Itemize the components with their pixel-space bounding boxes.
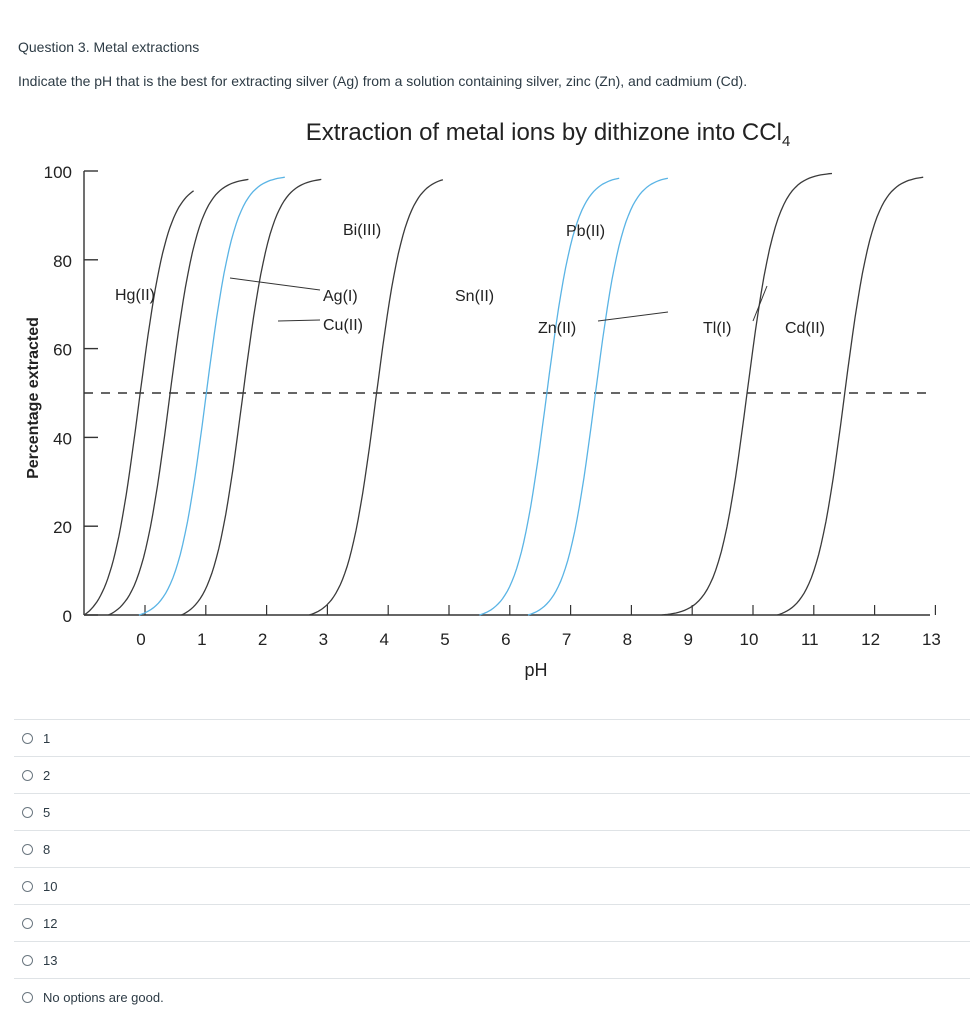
curve-cuii bbox=[138, 176, 285, 616]
option-label: 2 bbox=[43, 767, 51, 783]
y-axis-label: Percentage extracted bbox=[25, 317, 42, 479]
option-label: 12 bbox=[43, 915, 58, 931]
x-tick-label-2: 2 bbox=[258, 630, 267, 649]
option-2[interactable]: 2 bbox=[14, 756, 970, 793]
x-tick-label-9: 9 bbox=[683, 630, 692, 649]
option-8[interactable]: 8 bbox=[14, 830, 970, 867]
y-tick-label-100: 100 bbox=[44, 163, 72, 182]
option-label: 13 bbox=[43, 952, 58, 968]
question-title: Question 3. Metal extractions bbox=[18, 39, 200, 55]
chart-title-main: Extraction of metal ions by dithizone in… bbox=[306, 119, 782, 146]
y-tick-label-0: 0 bbox=[63, 607, 72, 626]
leader-line-1 bbox=[277, 319, 321, 322]
option-label: 1 bbox=[43, 730, 51, 746]
label-cuii: Cu(II) bbox=[323, 317, 363, 334]
leader-line-3 bbox=[752, 285, 768, 322]
x-tick-label-10: 10 bbox=[740, 630, 759, 649]
x-tick-label-13: 13 bbox=[922, 630, 941, 649]
curve-hgii bbox=[83, 190, 194, 616]
option-13[interactable]: 13 bbox=[14, 941, 970, 978]
x-axis-label: pH bbox=[524, 660, 547, 680]
radio-icon[interactable] bbox=[22, 843, 33, 855]
option-12[interactable]: 12 bbox=[14, 904, 970, 941]
option-10[interactable]: 10 bbox=[14, 867, 970, 904]
curve-tli bbox=[661, 172, 833, 616]
x-tick-label-12: 12 bbox=[861, 630, 880, 649]
chart-leader-lines bbox=[229, 277, 768, 322]
radio-icon[interactable] bbox=[22, 880, 33, 892]
curve-snii bbox=[309, 179, 444, 616]
label-pbii: Pb(II) bbox=[566, 223, 605, 240]
y-tick-label-80: 80 bbox=[53, 252, 72, 271]
leader-line-2 bbox=[597, 311, 669, 322]
label-snii: Sn(II) bbox=[455, 288, 494, 305]
curve-znii bbox=[527, 177, 669, 616]
curve-pbii bbox=[479, 177, 620, 616]
label-tli: Tl(I) bbox=[703, 320, 731, 337]
x-tick-label-0: 0 bbox=[136, 630, 145, 649]
radio-icon[interactable] bbox=[22, 769, 33, 781]
label-cdii: Cd(II) bbox=[785, 320, 825, 337]
question-text: Indicate the pH that is the best for ext… bbox=[18, 73, 748, 89]
radio-icon[interactable] bbox=[22, 917, 33, 929]
y-tick-label-60: 60 bbox=[53, 341, 72, 360]
label-agi: Ag(I) bbox=[323, 288, 358, 305]
x-tick-label-7: 7 bbox=[562, 630, 571, 649]
label-hgii: Hg(II) bbox=[115, 287, 155, 304]
radio-icon[interactable] bbox=[22, 806, 33, 818]
x-tick-label-3: 3 bbox=[319, 630, 328, 649]
chart-title: Extraction of metal ions by dithizone in… bbox=[306, 119, 791, 150]
chart-curves bbox=[83, 172, 924, 616]
x-tick-label-4: 4 bbox=[379, 630, 388, 649]
curve-biiii bbox=[181, 178, 322, 616]
x-tick-label-8: 8 bbox=[623, 630, 632, 649]
option-label: 8 bbox=[43, 841, 51, 857]
x-tick-label-11: 11 bbox=[801, 630, 819, 649]
curve-agi bbox=[108, 178, 249, 616]
option-none[interactable]: No options are good. bbox=[14, 978, 970, 1015]
option-1[interactable]: 1 bbox=[14, 719, 970, 756]
chart-series-labels: Hg(II) Bi(III) Ag(I) Cu(II) Sn(II) Pb(II) Zn(I… bbox=[115, 222, 825, 337]
option-label: 5 bbox=[43, 804, 51, 820]
x-tick-label-1: 1 bbox=[197, 630, 206, 649]
answer-options: 1 2 5 8 10 12 13 No options are good. bbox=[14, 719, 970, 1015]
y-tick-label-40: 40 bbox=[53, 429, 72, 448]
leader-line-0 bbox=[229, 277, 321, 291]
x-tick-label-6: 6 bbox=[501, 630, 510, 649]
x-tick-label-5: 5 bbox=[440, 630, 449, 649]
option-label: No options are good. bbox=[43, 989, 164, 1005]
option-5[interactable]: 5 bbox=[14, 793, 970, 830]
label-znii: Zn(II) bbox=[538, 320, 576, 337]
y-tick-label-20: 20 bbox=[53, 518, 72, 537]
label-biiii: Bi(III) bbox=[343, 222, 381, 239]
radio-icon[interactable] bbox=[22, 991, 33, 1003]
chart-title-subscript: 4 bbox=[782, 133, 790, 150]
radio-icon[interactable] bbox=[22, 732, 33, 744]
option-label: 10 bbox=[43, 878, 58, 894]
curve-cdii bbox=[777, 176, 924, 616]
extraction-chart: Extraction of metal ions by dithizone in… bbox=[25, 119, 941, 680]
radio-icon[interactable] bbox=[22, 954, 33, 966]
